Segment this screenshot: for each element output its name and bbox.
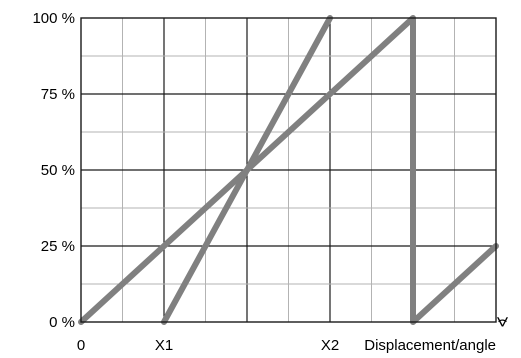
x-tick-label: X1 [155, 337, 173, 354]
angle-symbol-icon: ∢ [495, 316, 512, 329]
y-tick-label: 50 % [41, 162, 75, 179]
x-tick-label: 0 [77, 337, 85, 354]
x-tick-label: X2 [321, 337, 339, 354]
series-2-line [161, 15, 333, 325]
x-axis-label: Displacement/angle [364, 337, 496, 354]
y-tick-label: 25 % [41, 238, 75, 255]
x-tick-labels: 0 X1 X2 [77, 337, 339, 354]
series-layer [78, 15, 499, 325]
y-tick-label: 0 % [49, 314, 75, 331]
y-tick-label: 100 % [32, 10, 75, 27]
y-tick-labels: 0 % 25 % 50 % 75 % 100 % [32, 10, 75, 331]
y-tick-label: 75 % [41, 86, 75, 103]
plot-frame [80, 17, 497, 323]
grid [81, 18, 496, 322]
